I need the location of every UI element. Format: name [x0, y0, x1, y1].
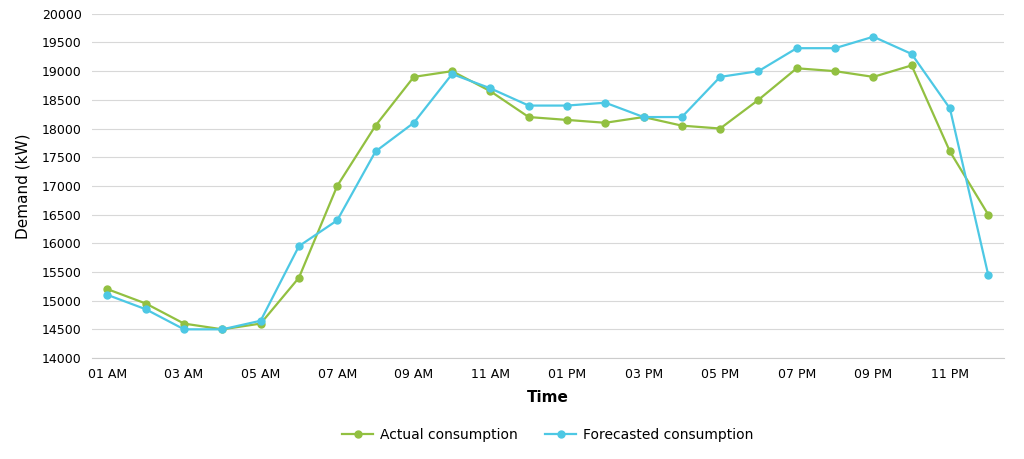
- Forecasted consumption: [139, 307, 152, 312]
- Actual consumption: [599, 120, 611, 125]
- Forecasted consumption: [791, 45, 803, 51]
- Actual consumption: [216, 326, 228, 332]
- Forecasted consumption: [255, 318, 267, 324]
- Forecasted consumption: [599, 100, 611, 106]
- Forecasted consumption: [101, 292, 114, 297]
- Actual consumption: [791, 66, 803, 71]
- Actual consumption: [561, 117, 573, 123]
- Actual consumption: [828, 68, 841, 74]
- Forecasted consumption: [370, 149, 382, 154]
- Actual consumption: [676, 123, 688, 129]
- Actual consumption: [905, 62, 918, 68]
- Forecasted consumption: [484, 85, 497, 91]
- Legend: Actual consumption, Forecasted consumption: Actual consumption, Forecasted consumpti…: [337, 422, 759, 448]
- Actual consumption: [408, 74, 420, 80]
- Forecasted consumption: [446, 71, 459, 77]
- Actual consumption: [293, 275, 305, 280]
- Y-axis label: Demand (kW): Demand (kW): [15, 133, 31, 239]
- Actual consumption: [867, 74, 880, 80]
- Actual consumption: [753, 97, 765, 102]
- Forecasted consumption: [676, 114, 688, 120]
- Line: Actual consumption: Actual consumption: [104, 62, 991, 333]
- Forecasted consumption: [828, 45, 841, 51]
- Forecasted consumption: [905, 51, 918, 56]
- Line: Forecasted consumption: Forecasted consumption: [104, 33, 991, 333]
- Actual consumption: [178, 321, 190, 326]
- Actual consumption: [522, 114, 535, 120]
- Forecasted consumption: [293, 243, 305, 249]
- Actual consumption: [637, 114, 649, 120]
- Forecasted consumption: [753, 68, 765, 74]
- Forecasted consumption: [714, 74, 726, 80]
- Forecasted consumption: [867, 34, 880, 39]
- Forecasted consumption: [216, 326, 228, 332]
- Forecasted consumption: [637, 114, 649, 120]
- Actual consumption: [255, 321, 267, 326]
- Actual consumption: [101, 286, 114, 292]
- Actual consumption: [446, 68, 459, 74]
- Forecasted consumption: [178, 326, 190, 332]
- Forecasted consumption: [522, 103, 535, 108]
- Actual consumption: [714, 126, 726, 131]
- Actual consumption: [370, 123, 382, 129]
- Forecasted consumption: [561, 103, 573, 108]
- Actual consumption: [944, 149, 956, 154]
- Actual consumption: [484, 89, 497, 94]
- Forecasted consumption: [982, 272, 994, 278]
- Forecasted consumption: [944, 106, 956, 111]
- X-axis label: Time: Time: [527, 390, 568, 405]
- Forecasted consumption: [331, 218, 343, 223]
- Forecasted consumption: [408, 120, 420, 125]
- Actual consumption: [139, 301, 152, 306]
- Actual consumption: [982, 212, 994, 217]
- Actual consumption: [331, 183, 343, 189]
